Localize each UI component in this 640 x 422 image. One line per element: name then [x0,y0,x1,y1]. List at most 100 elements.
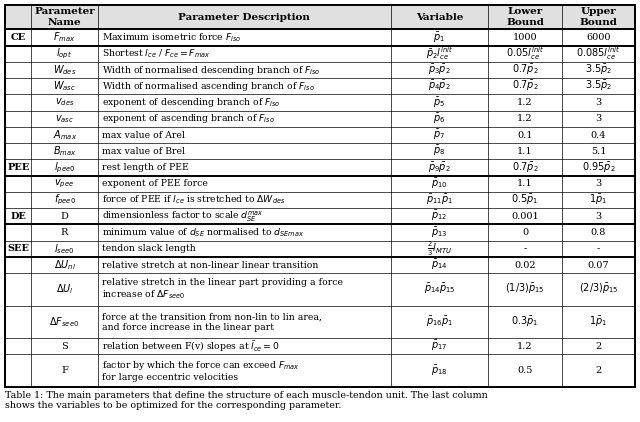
Text: 3: 3 [595,114,602,123]
Text: 1000: 1000 [513,33,538,42]
Text: exponent of PEE force: exponent of PEE force [102,179,207,188]
Text: 6000: 6000 [586,33,611,42]
Text: F: F [61,366,68,375]
Text: exponent of ascending branch of $F_{iso}$: exponent of ascending branch of $F_{iso}… [102,112,275,125]
Text: $0.05l_{ce}^{init}$: $0.05l_{ce}^{init}$ [506,46,544,62]
Text: 0.4: 0.4 [591,130,606,140]
Text: 0.5: 0.5 [517,366,532,375]
Text: $\bar{p}_{11}\bar{p}_1$: $\bar{p}_{11}\bar{p}_1$ [426,193,453,207]
Text: $\bar{p}_7$: $\bar{p}_7$ [433,128,445,142]
Text: Shortest $l_{ce}$ / $F_{ce} = F_{max}$: Shortest $l_{ce}$ / $F_{ce} = F_{max}$ [102,48,210,60]
Text: Maximum isometric force $F_{iso}$: Maximum isometric force $F_{iso}$ [102,31,241,44]
Text: Width of normalised descending branch of $F_{iso}$: Width of normalised descending branch of… [102,64,320,76]
Text: $v_{asc}$: $v_{asc}$ [55,113,74,124]
Text: 5.1: 5.1 [591,147,606,156]
Text: $v_{des}$: $v_{des}$ [54,97,74,108]
Text: 0.07: 0.07 [588,261,609,270]
Text: 2: 2 [595,342,602,351]
Text: $A_{max}$: $A_{max}$ [52,128,77,142]
Text: D: D [61,212,68,221]
Text: 0.8: 0.8 [591,228,606,237]
Text: $\Delta U_{nl}$: $\Delta U_{nl}$ [54,258,76,272]
Text: relative stretch at non-linear linear transition: relative stretch at non-linear linear tr… [102,261,318,270]
Text: Table 1: The main parameters that define the structure of each muscle-tendon uni: Table 1: The main parameters that define… [5,391,488,411]
Text: $v_{pee}$: $v_{pee}$ [54,178,75,190]
Text: $\bar{p}_{16}\bar{p}_1$: $\bar{p}_{16}\bar{p}_1$ [426,315,453,329]
Text: $1\bar{p}_1$: $1\bar{p}_1$ [589,193,607,207]
Text: $\bar{p}_9\bar{p}_2$: $\bar{p}_9\bar{p}_2$ [428,160,451,175]
Text: $\bar{p}_4\bar{p}_2$: $\bar{p}_4\bar{p}_2$ [428,79,451,93]
Text: 2: 2 [595,366,602,375]
Text: $0.3\bar{p}_1$: $0.3\bar{p}_1$ [511,315,539,329]
Text: 3: 3 [595,179,602,188]
Text: $0.7\bar{p}_2$: $0.7\bar{p}_2$ [512,160,538,175]
Text: $\bar{p}_{13}$: $\bar{p}_{13}$ [431,226,447,240]
Text: R: R [61,228,68,237]
Text: $3.5\bar{p}_2$: $3.5\bar{p}_2$ [585,79,612,93]
Text: max value of Arel: max value of Arel [102,130,184,140]
Text: 3: 3 [595,98,602,107]
Text: SEE: SEE [7,244,29,253]
Text: $(2/3)\bar{p}_{15}$: $(2/3)\bar{p}_{15}$ [579,282,618,297]
Text: $0.085l_{ce}^{init}$: $0.085l_{ce}^{init}$ [576,46,621,62]
Text: tendon slack length: tendon slack length [102,244,195,253]
Text: -: - [597,244,600,253]
Text: 1.2: 1.2 [517,114,533,123]
Text: $W_{asc}$: $W_{asc}$ [53,79,76,93]
Text: $f_{pee0}$: $f_{pee0}$ [54,193,76,207]
Text: 0.1: 0.1 [517,130,533,140]
Text: rest length of PEE: rest length of PEE [102,163,188,172]
Text: 1.2: 1.2 [517,98,533,107]
Text: 0.001: 0.001 [511,212,539,221]
Text: $W_{des}$: $W_{des}$ [52,63,76,77]
Text: $\bar{p}_1$: $\bar{p}_1$ [433,30,445,45]
Text: $0.7\bar{p}_2$: $0.7\bar{p}_2$ [512,63,538,77]
Text: $3.5\bar{p}_2$: $3.5\bar{p}_2$ [585,63,612,77]
Text: max value of Brel: max value of Brel [102,147,185,156]
Text: relation between F(v) slopes at $\bar{l}_{ce} = 0$: relation between F(v) slopes at $\bar{l}… [102,339,280,354]
Text: Parameter Description: Parameter Description [178,13,310,22]
Text: $0.5\bar{p}_1$: $0.5\bar{p}_1$ [511,193,539,207]
Text: $\bar{p}_5$: $\bar{p}_5$ [433,95,445,110]
Text: $1\bar{p}_1$: $1\bar{p}_1$ [589,315,607,329]
Text: $\bar{p}_3\bar{p}_2$: $\bar{p}_3\bar{p}_2$ [428,63,451,77]
Text: factor by which the force can exceed $F_{max}$
for large eccentric velocities: factor by which the force can exceed $F_… [102,359,300,382]
Text: 1.1: 1.1 [517,147,533,156]
Text: exponent of descending branch of $F_{iso}$: exponent of descending branch of $F_{iso… [102,96,280,109]
Text: S: S [61,342,68,351]
Text: $\Delta F_{see0}$: $\Delta F_{see0}$ [49,315,79,329]
Text: $\bar{p}_{14}$: $\bar{p}_{14}$ [431,258,448,272]
Text: force at the transition from non-lin to lin area,
and force increase in the line: force at the transition from non-lin to … [102,312,321,332]
Text: force of PEE if $l_{ce}$ is stretched to $\Delta W_{des}$: force of PEE if $l_{ce}$ is stretched to… [102,194,285,206]
Text: $F_{max}$: $F_{max}$ [53,31,76,44]
Text: DE: DE [10,212,26,221]
Text: relative stretch in the linear part providing a force
increase of $\Delta F_{see: relative stretch in the linear part prov… [102,278,342,301]
Text: $l_{pee0}$: $l_{pee0}$ [54,160,75,175]
Text: 1.1: 1.1 [517,179,533,188]
Text: 0: 0 [522,228,528,237]
Text: $0.7\bar{p}_2$: $0.7\bar{p}_2$ [512,79,538,93]
Text: $l_{see0}$: $l_{see0}$ [54,242,75,256]
Text: dimensionless factor to scale $d_{SE}^{max}$: dimensionless factor to scale $d_{SE}^{m… [102,209,263,224]
Text: $\bar{p}_{12}$: $\bar{p}_{12}$ [431,209,447,223]
Text: $\bar{p}_8$: $\bar{p}_8$ [433,144,445,158]
Text: $\bar{p}_{14}\bar{p}_{15}$: $\bar{p}_{14}\bar{p}_{15}$ [424,282,455,297]
Text: $\bar{p}_{18}$: $\bar{p}_{18}$ [431,364,447,378]
Bar [5,5,635,30]
Text: $(1/3)\bar{p}_{15}$: $(1/3)\bar{p}_{15}$ [505,282,545,297]
Text: $\frac{2}{3}l_{MTU}$: $\frac{2}{3}l_{MTU}$ [427,240,452,258]
Text: Width of normalised ascending branch of $F_{iso}$: Width of normalised ascending branch of … [102,80,314,93]
Text: $B_{max}$: $B_{max}$ [52,144,76,158]
Text: $\bar{p}_2 l_{ce}^{init}$: $\bar{p}_2 l_{ce}^{init}$ [426,46,453,62]
Text: -: - [524,244,527,253]
Text: $\bar{p}_{10}$: $\bar{p}_{10}$ [431,177,447,191]
Text: minimum value of $d_{SE}$ normalised to $d_{SEmax}$: minimum value of $d_{SE}$ normalised to … [102,226,303,239]
Text: Lower
Bound: Lower Bound [506,8,544,27]
Text: Upper
Bound: Upper Bound [580,8,618,27]
Text: $\bar{p}_{17}$: $\bar{p}_{17}$ [431,339,447,353]
Text: $\bar{p}_6$: $\bar{p}_6$ [433,112,445,126]
Text: $l_{opt}$: $l_{opt}$ [56,46,72,61]
Text: $0.95\bar{p}_2$: $0.95\bar{p}_2$ [582,160,615,175]
Text: Variable: Variable [416,13,463,22]
Text: Parameter
Name: Parameter Name [34,8,95,27]
